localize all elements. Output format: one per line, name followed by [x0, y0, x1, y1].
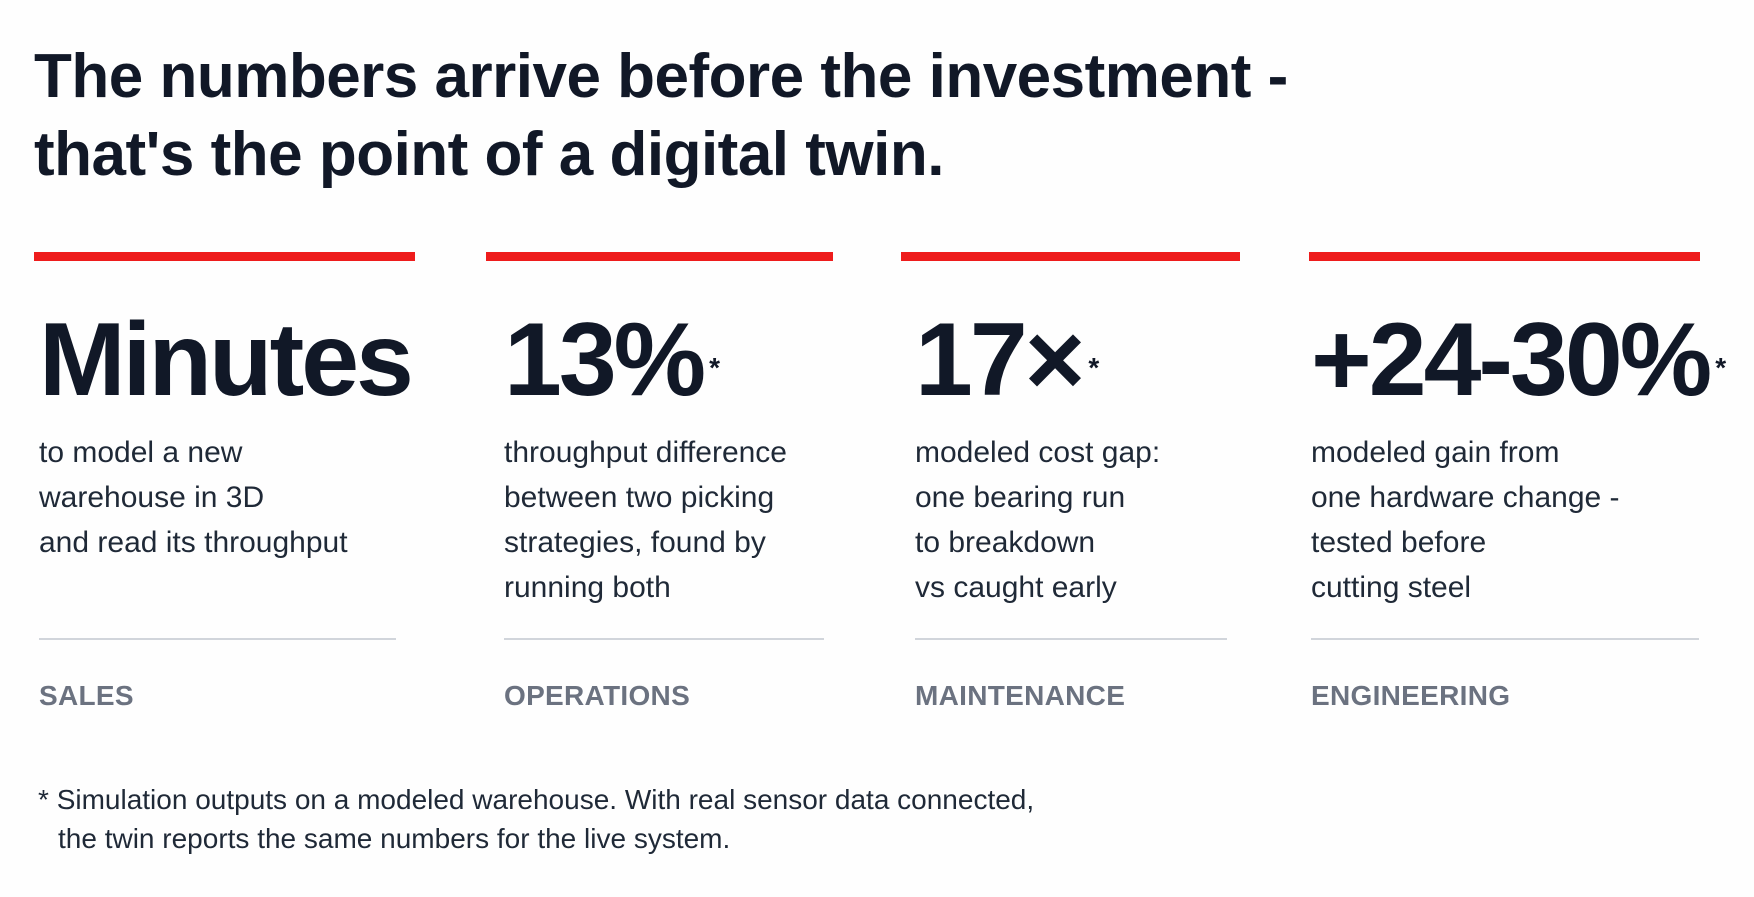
stat-value-text: +24-30%	[1311, 302, 1712, 418]
description-line: and read its throughput	[39, 526, 348, 559]
description-line: cutting steel	[1311, 571, 1472, 604]
stat-description: modeled gain from one hardware change - te…	[1311, 430, 1620, 610]
stat-description: to model a new warehouse in 3D and read it…	[39, 430, 348, 565]
accent-bar	[1309, 252, 1700, 261]
description-line: running both	[504, 571, 671, 604]
title: The numbers arrive before the investment…	[34, 38, 1288, 194]
team-label: ENGINEERING	[1311, 680, 1511, 711]
stat-value-text: 17×	[915, 302, 1085, 418]
team-label: MAINTENANCE	[915, 680, 1126, 711]
description-line: to breakdown	[915, 526, 1096, 559]
description-line: vs caught early	[915, 571, 1117, 604]
title-line: that's the point of a digital twin.	[34, 120, 944, 189]
stat-value: Minutes	[39, 300, 414, 420]
description-line: to model a new	[39, 436, 243, 469]
stat-note-marker: *	[1088, 352, 1100, 383]
divider	[39, 638, 396, 640]
team-label: OPERATIONS	[504, 680, 691, 711]
description-line: modeled cost gap:	[915, 436, 1161, 469]
description-line: one bearing run	[915, 481, 1126, 514]
description-line: one hardware change -	[1311, 481, 1620, 514]
stat-value-text: Minutes	[39, 302, 414, 418]
stat-description: modeled cost gap: one bearing run to break…	[915, 430, 1160, 610]
stat-column: 13% * throughput difference between two pic…	[486, 252, 833, 711]
stat-value: 13% *	[504, 300, 720, 420]
stat-value: +24-30% *	[1311, 300, 1726, 420]
stat-value-text: 13%	[504, 302, 706, 418]
title-line: The numbers arrive before the investment…	[34, 42, 1288, 111]
footnote-line: * Simulation outputs on a modeled wareho…	[38, 780, 1034, 819]
stat-note-marker: *	[1715, 352, 1727, 383]
description-line: between two picking	[504, 481, 775, 514]
stat-note-marker: *	[709, 352, 721, 383]
team-label: SALES	[39, 680, 134, 711]
description-line: warehouse in 3D	[39, 481, 265, 514]
description-line: strategies, found by	[504, 526, 766, 559]
divider	[915, 638, 1227, 640]
stat-value: 17× *	[915, 300, 1099, 420]
accent-bar	[34, 252, 415, 261]
stat-description: throughput difference between two picking…	[504, 430, 787, 610]
description-line: modeled gain from	[1311, 436, 1560, 469]
description-line: tested before	[1311, 526, 1487, 559]
stat-column: 17× * modeled cost gap: one bearing run to b…	[901, 252, 1240, 711]
divider	[1311, 638, 1699, 640]
footnote-marker: *	[38, 784, 49, 815]
accent-bar	[486, 252, 833, 261]
footnote-line: the twin reports the same numbers for th…	[58, 823, 731, 854]
stat-column: +24-30% * modeled gain from one hardware ch…	[1309, 252, 1726, 711]
stat-column: Minutes to model a new warehouse in 3D and …	[34, 252, 415, 711]
footnote-text: Simulation outputs on a modeled warehous…	[56, 784, 1035, 815]
divider	[504, 638, 824, 640]
accent-bar	[901, 252, 1240, 261]
footnote: * Simulation outputs on a modeled wareho…	[38, 780, 1034, 858]
description-line: throughput difference	[504, 436, 787, 469]
